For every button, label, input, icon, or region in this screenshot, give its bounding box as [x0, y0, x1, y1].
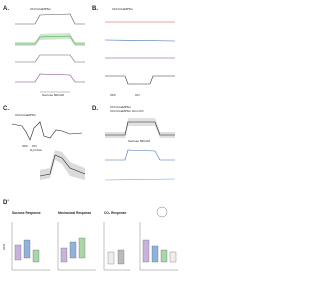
panel-label: D'	[3, 200, 9, 206]
traces-c	[11, 121, 86, 180]
box-plots	[11, 206, 178, 271]
y-axis-label: ΔF/F	[2, 243, 6, 250]
on-label: ON	[32, 144, 37, 148]
legend: Cbl>GCaMP6m	[110, 105, 132, 109]
off-label: OFF	[22, 144, 28, 148]
legend: Cbl>GCaMP6m	[15, 113, 37, 117]
legend: Cbl>GCaMP6m Orco KO	[110, 109, 144, 113]
panel-label: B.	[92, 6, 98, 12]
background	[0, 0, 181, 300]
panel-label: A.	[3, 6, 9, 12]
figure: A. Cbl>GCaMP6m Sucrose 500mM B. Cbl>GCaM…	[0, 0, 181, 300]
traces-b	[104, 21, 176, 85]
off-label: OFF	[110, 93, 116, 97]
traces-a	[15, 13, 85, 93]
legend: Cbl>GCaMP6m	[112, 7, 134, 11]
flow-label: H₂O flow	[30, 148, 43, 152]
stimulus-label: Sucrose 500mM	[42, 93, 64, 97]
plot-title: Mechanical Response	[58, 211, 92, 215]
panel-label: C.	[3, 106, 9, 112]
legend: Cbl>GCaMP6m	[30, 7, 52, 11]
on-label: ON	[135, 93, 140, 97]
plot-title: Sucrose Response	[12, 211, 41, 215]
panel-label: D.	[92, 106, 98, 112]
plot-title: CO₂ Response	[104, 211, 127, 215]
stimulus-label: Sucrose 500mM	[128, 139, 150, 143]
traces-d	[104, 118, 176, 181]
